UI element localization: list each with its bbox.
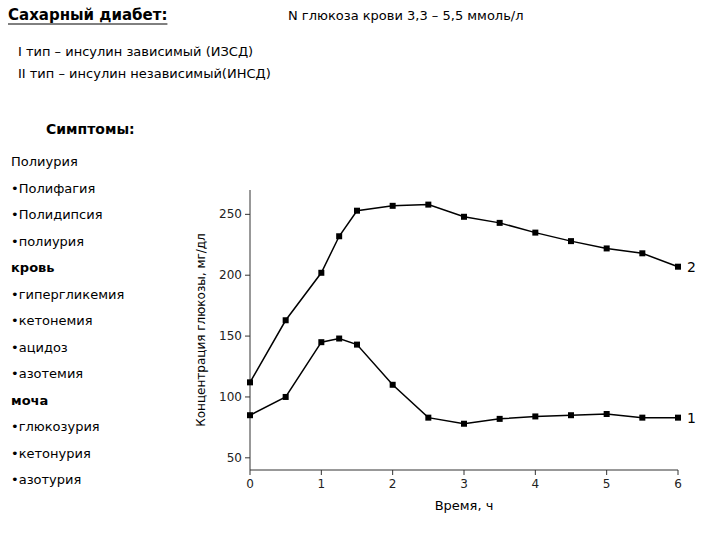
x-tick-label: 0 [246,477,254,491]
y-tick-label: 200 [219,268,242,282]
series-marker [568,238,574,244]
x-tick [535,470,536,475]
series-marker [461,421,467,427]
x-tick [678,470,679,475]
symptom-item: •Полидипсия [11,207,103,222]
series-marker [354,342,360,348]
symptom-item: •кетонурия [11,446,91,461]
x-tick-label: 4 [532,477,540,491]
series-marker [390,382,396,388]
axes: 0 1 2 3 4 5 6 50 100 150 200 250 [219,190,682,491]
x-tick-label: 2 [389,477,397,491]
x-tick [250,470,251,475]
symptom-item: •азотурия [11,472,81,487]
y-tick [245,336,250,337]
subtitle: N глюкоза крови 3,3 – 5,5 ммоль/л [288,8,524,23]
y-tick [245,214,250,215]
symptom-item: Полиурия [11,154,78,169]
series-marker [390,203,396,209]
symptoms-heading: кровь [11,260,55,275]
plot-area [247,202,681,427]
annotation: I тип – инсулин зависимый (ИЗСД) [18,44,253,59]
annotation: II тип – инсулин независимый(ИНСД) [18,66,271,81]
x-tick-label: 3 [460,477,468,491]
x-tick [321,470,322,475]
series-marker [283,317,289,323]
x-tick [392,470,393,475]
symptom-item: •ацидоз [11,340,68,355]
y-tick [245,457,250,458]
x-tick-label: 1 [318,477,326,491]
y-tick [245,396,250,397]
series-marker [247,379,253,385]
series-marker [675,415,681,421]
x-tick-label: 5 [603,477,611,491]
y-axis-label: Концентрация глюкозы, мг/дл [194,233,208,427]
symptom-item: •азотемия [11,366,83,381]
series-marker [604,245,610,251]
y-tick-label: 250 [219,207,242,221]
y-axis [250,190,251,470]
y-tick-label: 150 [219,329,242,343]
series-marker [532,230,538,236]
series-marker [532,413,538,419]
x-tick-label: 6 [674,477,682,491]
y-tick-label: 100 [219,390,242,404]
series-marker [639,250,645,256]
series-marker [604,411,610,417]
series-label: 2 [687,259,696,275]
series-marker [318,339,324,345]
series-marker [497,416,503,422]
series-marker [639,415,645,421]
symptom-item: •Полифагия [11,181,95,196]
symptom-item: •кетонемия [11,313,93,328]
series-marker [497,220,503,226]
chart: Сахарный диабет: N глюкоза крови 3,3 – 5,… [0,0,720,540]
x-tick [606,470,607,475]
y-tick [245,275,250,276]
x-tick [464,470,465,475]
symptom-item: •гипергликемия [11,287,124,302]
series-line [250,339,678,424]
series-marker [247,412,253,418]
title: Сахарный диабет: [8,6,167,24]
series-line [250,205,678,383]
x-axis-label: Время, ч [435,498,494,513]
series-label: 1 [687,410,696,426]
series-marker [425,202,431,208]
title-underline [8,24,167,25]
series-marker [461,214,467,220]
series-marker [354,208,360,214]
series-marker [675,264,681,270]
series-marker [425,415,431,421]
series-marker [318,270,324,276]
symptom-item: •полиурия [11,234,84,249]
symptoms-title: Симптомы: [46,121,135,137]
series-marker [336,336,342,342]
series-marker [283,394,289,400]
series-marker [336,233,342,239]
y-tick-label: 50 [227,451,242,465]
symptom-item: •глюкозурия [11,419,100,434]
symptoms-heading: моча [11,393,48,408]
series-marker [568,412,574,418]
